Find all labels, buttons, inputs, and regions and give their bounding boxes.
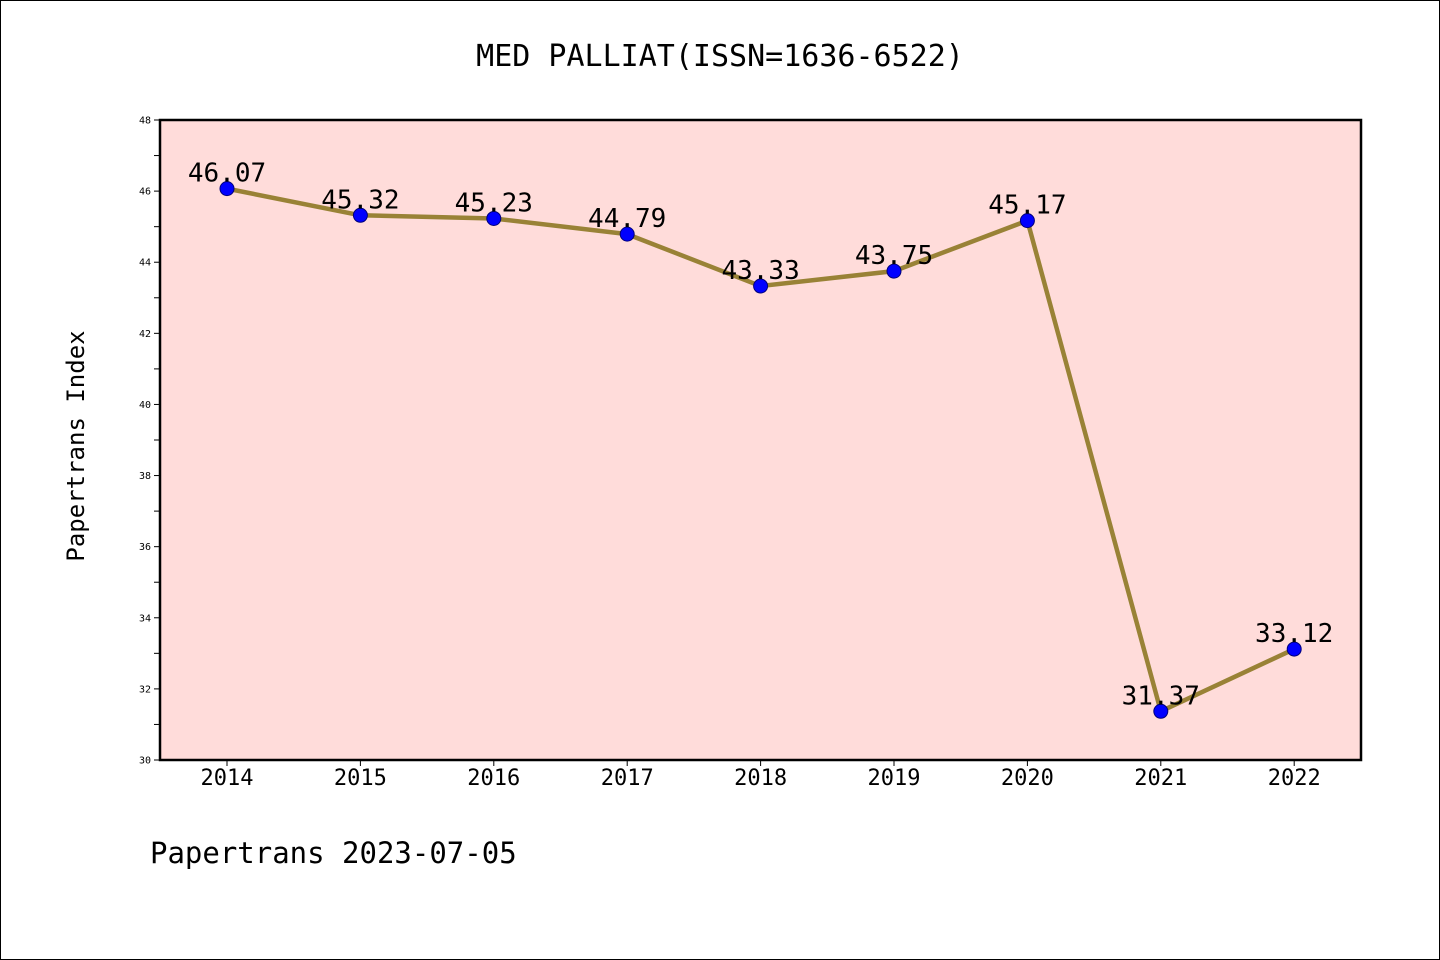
y-axis: 30 32 34 36 38 40 42 44 46 48 (139, 116, 160, 767)
chart-title: MED PALLIAT(ISSN=1636-6522) (476, 39, 964, 74)
x-tick-label: 2018 (734, 766, 787, 791)
data-label: 44.79 (588, 204, 666, 234)
data-label: 31.37 (1122, 681, 1200, 711)
data-label: 33.12 (1255, 619, 1333, 649)
series-markers (219, 181, 1302, 719)
data-point (219, 181, 235, 197)
data-point (1019, 213, 1035, 229)
data-labels: 46.07 45.32 45.23 44.79 43.33 43.75 45.17 31.37… (188, 159, 1333, 712)
y-tick-label: 36 (139, 542, 151, 553)
plot-border (158, 118, 1363, 762)
plot-area (160, 120, 1361, 760)
data-label: 45.23 (455, 188, 533, 218)
y-tick-label: 48 (139, 116, 151, 127)
x-tick-label: 2015 (334, 766, 387, 791)
data-label: 46.07 (188, 159, 266, 189)
y-tick-label: 44 (139, 258, 151, 269)
y-tick-label: 46 (139, 187, 151, 198)
data-point (886, 263, 902, 279)
x-tick-label: 2017 (601, 766, 654, 791)
data-label: 45.17 (988, 191, 1066, 221)
footer-text: Papertrans 2023-07-05 (150, 836, 517, 870)
data-label: 45.32 (321, 185, 399, 215)
data-point (352, 207, 368, 223)
x-tick-label: 2020 (1001, 766, 1054, 791)
data-point (1153, 703, 1169, 719)
y-tick-label: 42 (139, 329, 151, 340)
x-tick-label: 2021 (1134, 766, 1187, 791)
y-tick-label: 30 (139, 756, 151, 767)
y-axis-label: Papertrans Index (62, 330, 90, 561)
y-tick-label: 32 (139, 684, 151, 695)
data-point (1286, 641, 1302, 657)
y-tick-label: 38 (139, 471, 151, 482)
x-axis: 2014 2015 2016 2017 2018 2019 2020 2021 2022 (201, 760, 1321, 791)
x-tick-label: 2014 (201, 766, 254, 791)
data-label: 43.33 (721, 256, 799, 286)
data-label: 43.75 (855, 241, 933, 271)
x-tick-label: 2019 (868, 766, 921, 791)
y-tick-label: 40 (139, 400, 151, 411)
x-tick-label: 2022 (1268, 766, 1321, 791)
data-point (753, 278, 769, 294)
data-point (486, 210, 502, 226)
y-tick-label: 34 (139, 613, 151, 624)
data-point (619, 226, 635, 242)
x-tick-label: 2016 (467, 766, 520, 791)
